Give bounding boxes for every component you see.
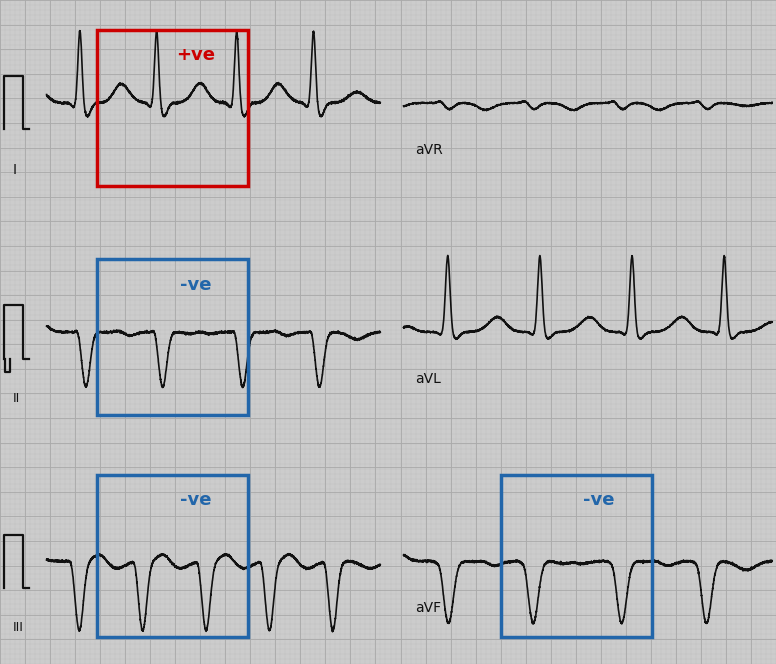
Text: II: II <box>12 392 19 405</box>
Text: I: I <box>12 163 16 177</box>
Text: III: III <box>12 621 23 634</box>
Text: aVL: aVL <box>415 372 441 386</box>
Text: aVR: aVR <box>415 143 443 157</box>
Text: -ve: -ve <box>179 491 211 509</box>
Bar <box>97 259 248 415</box>
Text: -ve: -ve <box>179 276 211 293</box>
Bar <box>97 30 248 186</box>
Bar <box>501 475 652 637</box>
Text: -ve: -ve <box>583 491 615 509</box>
Text: +ve: +ve <box>176 46 215 64</box>
Bar <box>97 475 248 637</box>
Text: aVF: aVF <box>415 601 442 615</box>
